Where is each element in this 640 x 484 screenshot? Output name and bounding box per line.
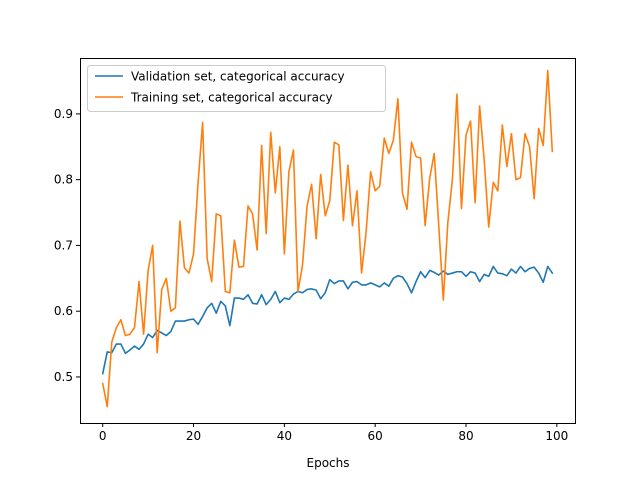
legend-label-validation: Validation set, categorical accuracy: [131, 70, 345, 84]
training-accuracy-line: [101, 69, 554, 408]
x-axis-ticks: 0 20 40 60 80 100: [99, 423, 568, 443]
x-tick-label: 80: [458, 429, 473, 443]
x-axis-label: Epochs: [307, 456, 350, 470]
y-axis-ticks: 0.5 0.6 0.7 0.8 0.9: [54, 107, 80, 384]
y-tick-label: 0.9: [54, 107, 73, 121]
validation-accuracy-line: [101, 265, 554, 375]
x-tick-label: 100: [545, 429, 568, 443]
x-tick-label: 40: [277, 429, 292, 443]
legend-box: [87, 65, 386, 112]
legend: Validation set, categorical accuracy Tra…: [87, 65, 386, 112]
x-tick-label: 20: [186, 429, 201, 443]
x-tick-label: 60: [368, 429, 383, 443]
legend-label-training: Training set, categorical accuracy: [130, 91, 333, 105]
plot-frame: [80, 58, 576, 424]
y-tick-label: 0.8: [54, 173, 73, 187]
y-tick-label: 0.7: [54, 238, 73, 252]
y-tick-label: 0.6: [54, 304, 73, 318]
series-layer: [101, 69, 554, 408]
x-tick-label: 0: [99, 429, 107, 443]
y-tick-label: 0.5: [54, 370, 73, 384]
